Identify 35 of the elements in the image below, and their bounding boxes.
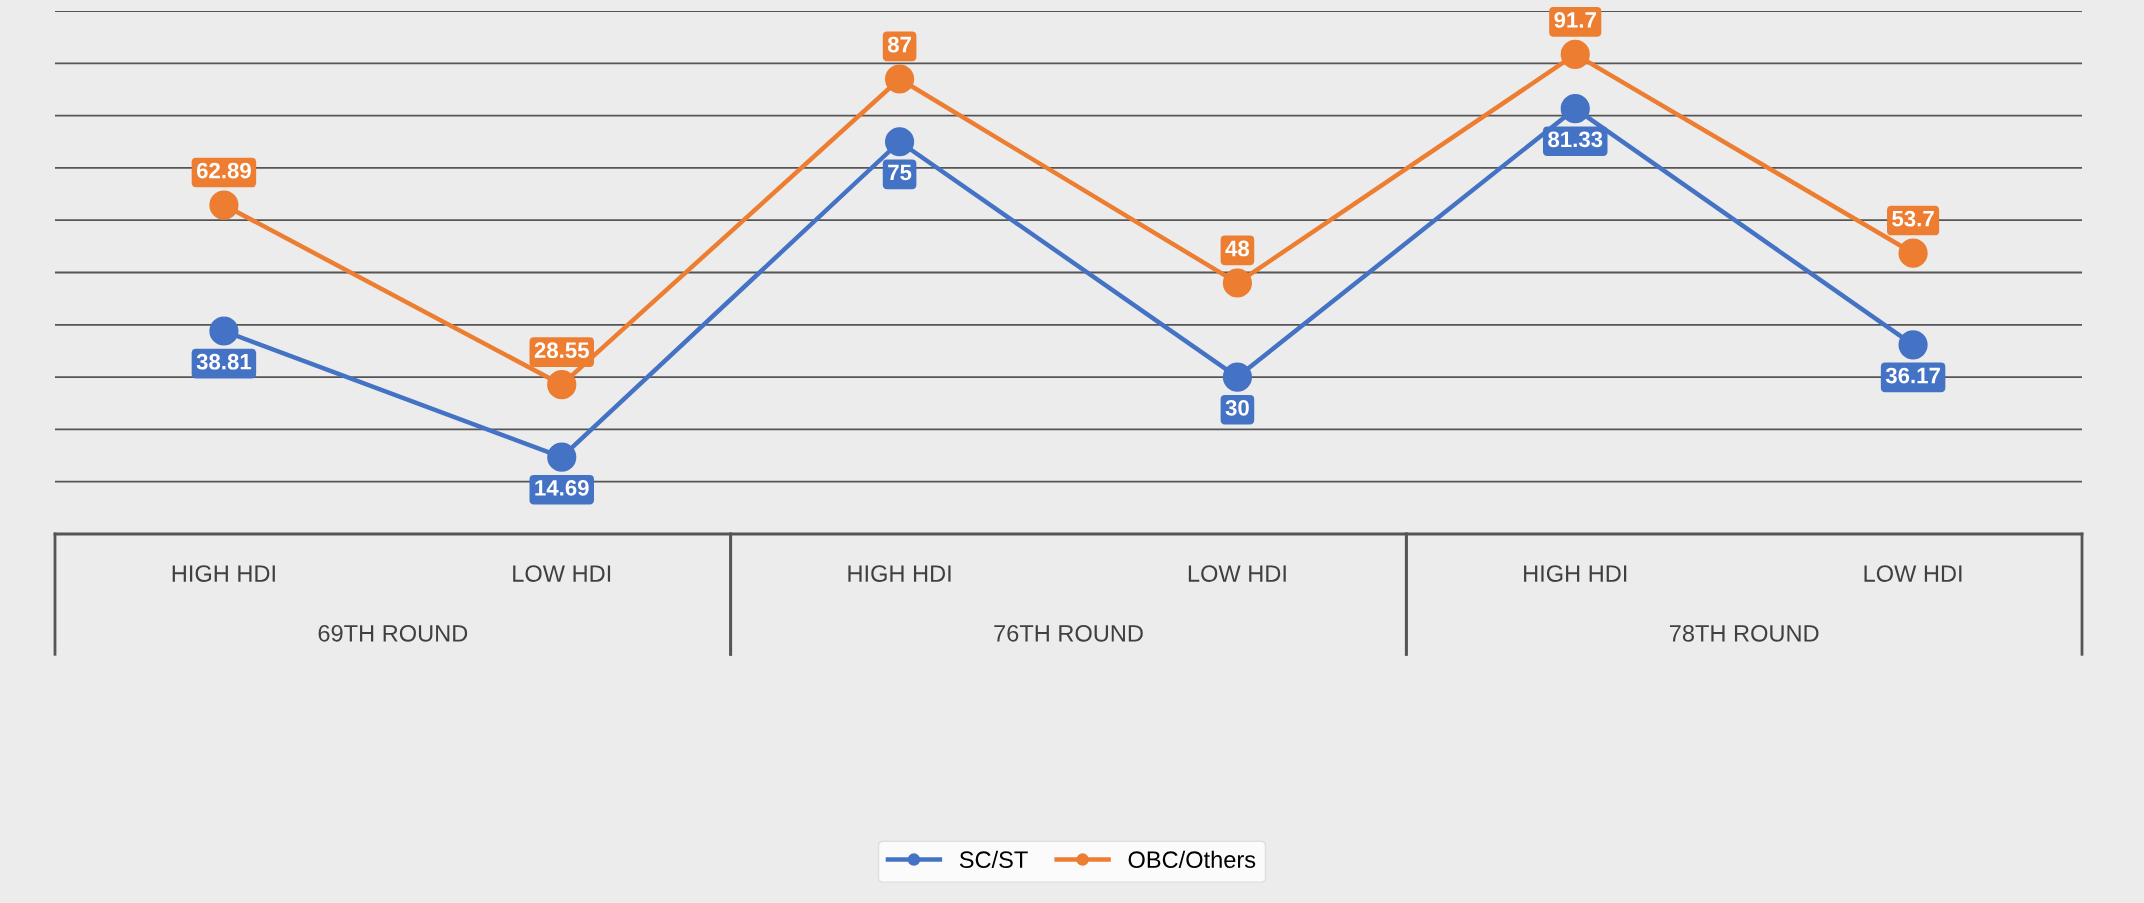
point: [547, 442, 577, 472]
point: [1222, 268, 1253, 298]
x-tick-label: LOW HDI: [513, 565, 611, 582]
x-tick-label: HIGH HDI: [848, 565, 951, 582]
legend-label: SC/ST: [959, 850, 1028, 869]
data-label: 53.7: [1892, 210, 1934, 227]
point: [547, 370, 577, 400]
data-label: 81.33: [1548, 131, 1603, 148]
data-label: 36.17: [1885, 367, 1940, 384]
text: 78TH ROUND: [1669, 624, 1819, 642]
data-label: 87: [887, 36, 911, 53]
data-label: 28.55: [534, 342, 589, 359]
text: 76TH ROUND: [994, 624, 1143, 642]
point: [1560, 94, 1590, 124]
x-tick-label: LOW HDI: [1188, 565, 1286, 582]
data-label: 38.81: [196, 353, 252, 370]
point: [884, 64, 915, 94]
x-tick-label: HIGH HDI: [172, 565, 275, 582]
x-tick-label: LOW HDI: [1864, 565, 1962, 582]
point: [1898, 330, 1928, 360]
legend-label: OBC/Others: [1128, 850, 1256, 869]
point: [1898, 238, 1928, 268]
point: [1222, 362, 1253, 392]
data-label: 75: [888, 164, 912, 181]
data-label: 14.69: [535, 479, 589, 496]
data-label: 62.89: [196, 162, 251, 179]
x-tick-label: HIGH HDI: [1524, 565, 1627, 582]
data-label: 30: [1225, 399, 1249, 416]
point: [209, 190, 239, 220]
point: [209, 316, 239, 346]
data-label: 48: [1225, 240, 1250, 257]
text: 69TH ROUND: [318, 624, 468, 642]
data-label: 91.7: [1554, 12, 1596, 28]
point: [1560, 39, 1590, 69]
point: [884, 127, 915, 157]
